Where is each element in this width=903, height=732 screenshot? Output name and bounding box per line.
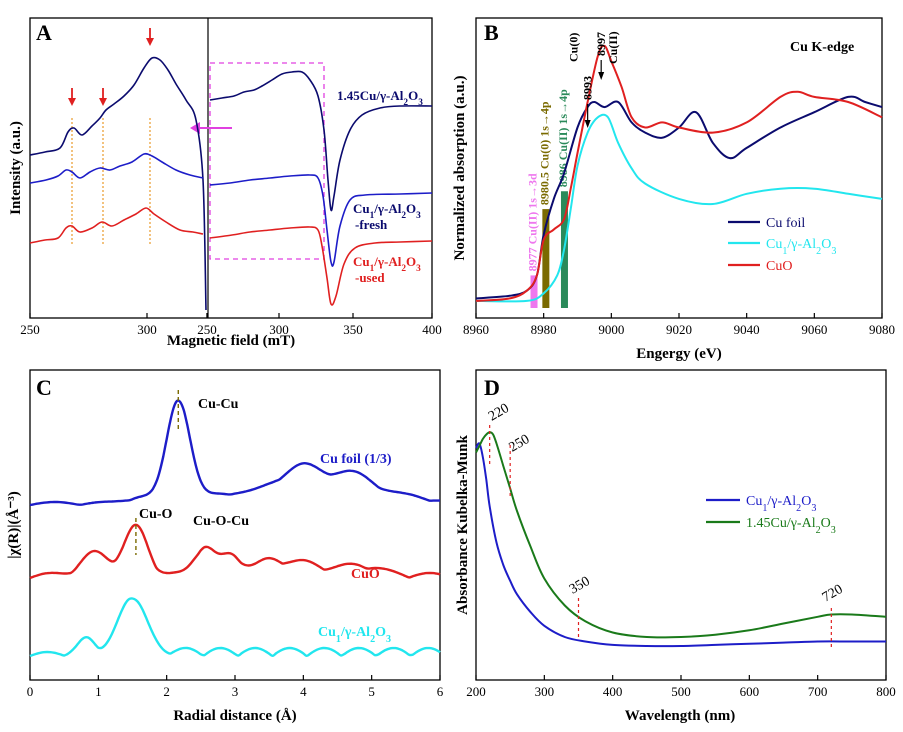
panel-label-c: C (36, 375, 52, 400)
series-line (29, 399, 441, 507)
x-tick-label: 500 (671, 684, 691, 699)
series-line-right (209, 174, 433, 268)
series-line (475, 442, 886, 648)
annotation-label: 8993 (581, 76, 595, 100)
annotation-arrowhead (584, 120, 591, 128)
edge-bar-label: 8980.5 Cu(0) 1s→4p (537, 101, 551, 205)
series-label: Cu foil (1/3) (320, 452, 392, 467)
series-label: Cu1/γ-Al2O3 (318, 625, 391, 645)
x-tick-label: 250 (20, 322, 40, 337)
annotation-label: Cu(II) (606, 31, 620, 64)
x-tick-label: 600 (740, 684, 760, 699)
x-tick-label: 9040 (734, 322, 760, 337)
annotation-label: 720 (820, 582, 846, 605)
x-tick-label: 3 (232, 684, 239, 699)
x-tick-label: 8980 (531, 322, 557, 337)
annotation-label: Cu-O (139, 507, 173, 522)
y-axis-label: Normalized absorption (a.u.) (452, 76, 468, 261)
plot-frame (29, 17, 433, 319)
annotation-label: 8997 (594, 32, 608, 56)
x-tick-label: 0 (27, 684, 34, 699)
x-tick-label: 1 (95, 684, 102, 699)
x-tick-label: 300 (137, 322, 157, 337)
y-axis-label: Absorbance Kubelka-Munk (455, 435, 471, 615)
series-label: Cu1/γ-Al2O3 (353, 254, 421, 274)
series-line (29, 523, 441, 580)
edge-bar-label: 8977 Cu(II) 1s→3d (526, 173, 540, 271)
series-label: 1.45Cu/γ-Al2O3 (337, 88, 423, 108)
x-axis-label: Radial distance (Å) (173, 708, 296, 724)
series-label: -fresh (355, 217, 388, 232)
edge-bar (530, 275, 538, 308)
series-label: CuO (351, 567, 380, 582)
series-line (475, 431, 887, 639)
x-tick-label: 200 (466, 684, 486, 699)
x-tick-label: 5 (368, 684, 375, 699)
legend-label: Cu1/γ-Al2O3 (766, 237, 836, 257)
x-tick-label: 300 (535, 684, 555, 699)
panel-d: D 200 300 400 500 600 700 800 Wavelength (nm) Abs… (455, 369, 896, 724)
x-tick-label: 9080 (869, 322, 895, 337)
x-tick-label: 9060 (801, 322, 827, 337)
x-tick-label: 9000 (598, 322, 624, 337)
annotation-label: 220 (486, 401, 512, 424)
x-axis-label: Engergy (eV) (636, 346, 721, 362)
chart-title: Cu K-edge (790, 40, 854, 55)
x-tick-label: 300 (269, 322, 289, 337)
series-label: -used (355, 270, 385, 285)
series-line-right (209, 226, 433, 306)
series-line (475, 95, 883, 300)
edge-bar-label: 8986 Cu(II) 1s→4p (556, 89, 570, 187)
x-axis-label: Magnetic field (mT) (167, 333, 295, 349)
annotation-label: Cu-Cu (198, 397, 239, 412)
x-tick-label: 700 (808, 684, 828, 699)
series-line (29, 597, 441, 658)
panel-a: A 250 300 250 300 350 400 Magnetic field (mT) In… (8, 17, 442, 349)
annotation-label: Cu-O-Cu (193, 514, 249, 529)
peak-arrow-head (99, 98, 107, 106)
annotation-label: 350 (567, 574, 593, 597)
x-tick-label: 6 (437, 684, 444, 699)
x-axis-label: Wavelength (nm) (625, 708, 735, 724)
series-line (475, 44, 883, 302)
series-line-left (29, 152, 204, 184)
y-axis-label: Intensity (a.u.) (8, 121, 24, 215)
y-axis-label: |χ(R)|(Å⁻³) (6, 491, 22, 559)
series-label: Cu1/γ-Al2O3 (353, 201, 421, 221)
x-tick-label: 9020 (666, 322, 692, 337)
panel-b: B 8960 8980 9000 9020 9040 9060 9080 Engergy (eV… (452, 17, 895, 362)
highlight-box (209, 62, 325, 260)
x-tick-label: 4 (300, 684, 307, 699)
peak-arrow-head (68, 98, 76, 106)
edge-bar (542, 209, 550, 308)
x-tick-label: 250 (197, 322, 217, 337)
panel-label-b: B (484, 20, 499, 45)
legend-label: Cu1/γ-Al2O3 (746, 494, 816, 514)
x-tick-label: 400 (422, 322, 442, 337)
x-tick-label: 350 (343, 322, 363, 337)
x-tick-label: 8960 (463, 322, 489, 337)
series-line (475, 113, 883, 303)
panel-label-a: A (36, 20, 52, 45)
series-line-right (209, 70, 433, 212)
legend-label: Cu foil (766, 216, 805, 231)
panel-label-d: D (484, 375, 500, 400)
legend-label: CuO (766, 259, 792, 274)
series-line-left (29, 207, 204, 244)
peak-arrow-head (146, 38, 154, 46)
x-tick-label: 2 (163, 684, 170, 699)
panel-c: C 0 1 2 3 4 5 6 Radial distance (Å) |χ(R)|(Å⁻³) Cu… (6, 369, 444, 724)
annotation-arrowhead (598, 72, 605, 80)
legend-label: 1.45Cu/γ-Al2O3 (746, 516, 836, 536)
x-tick-label: 800 (876, 684, 896, 699)
annotation-label: Cu(0) (567, 33, 581, 62)
series-line-left (29, 56, 207, 311)
x-tick-label: 400 (603, 684, 623, 699)
